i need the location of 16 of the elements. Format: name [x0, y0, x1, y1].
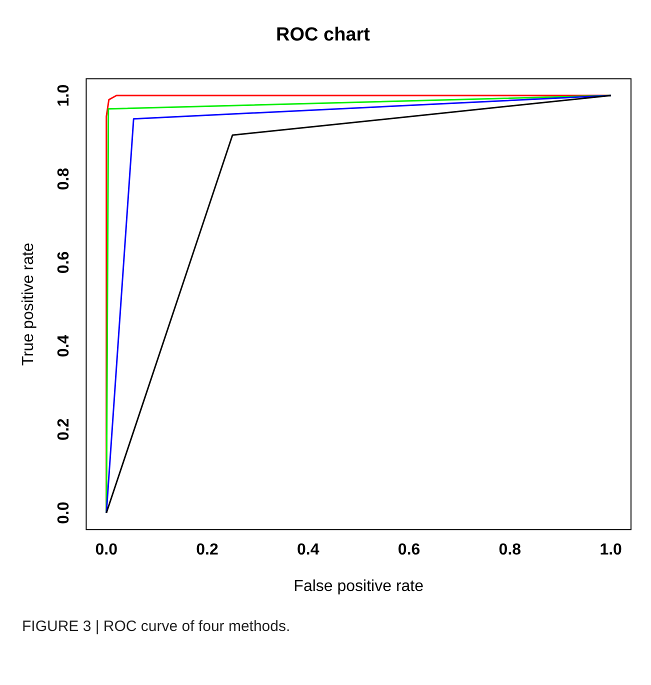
x-tick-label: 0.6: [398, 542, 420, 559]
y-tick-label: 0.4: [56, 334, 73, 358]
x-tick-label: 1.0: [600, 542, 622, 559]
x-tick-label: 0.2: [196, 542, 218, 559]
y-tick-label: 1.0: [56, 84, 73, 107]
y-tick-label: 0.2: [56, 418, 73, 441]
x-tick-label: 0.4: [297, 542, 320, 559]
y-tick-label: 0.8: [56, 168, 73, 190]
caption: FIGURE 3 | ROC curve of four methods.: [22, 618, 292, 635]
y-axis-title: True positive rate: [20, 242, 38, 366]
x-tick-label: 0.8: [498, 542, 522, 559]
x-tick-label: 0.0: [95, 542, 118, 559]
y-tick-label: 0.0: [56, 502, 73, 524]
x-axis-title: False positive rate: [294, 578, 424, 595]
y-tick-label: 0.6: [56, 251, 73, 274]
chart-title: ROC chart: [276, 24, 371, 46]
